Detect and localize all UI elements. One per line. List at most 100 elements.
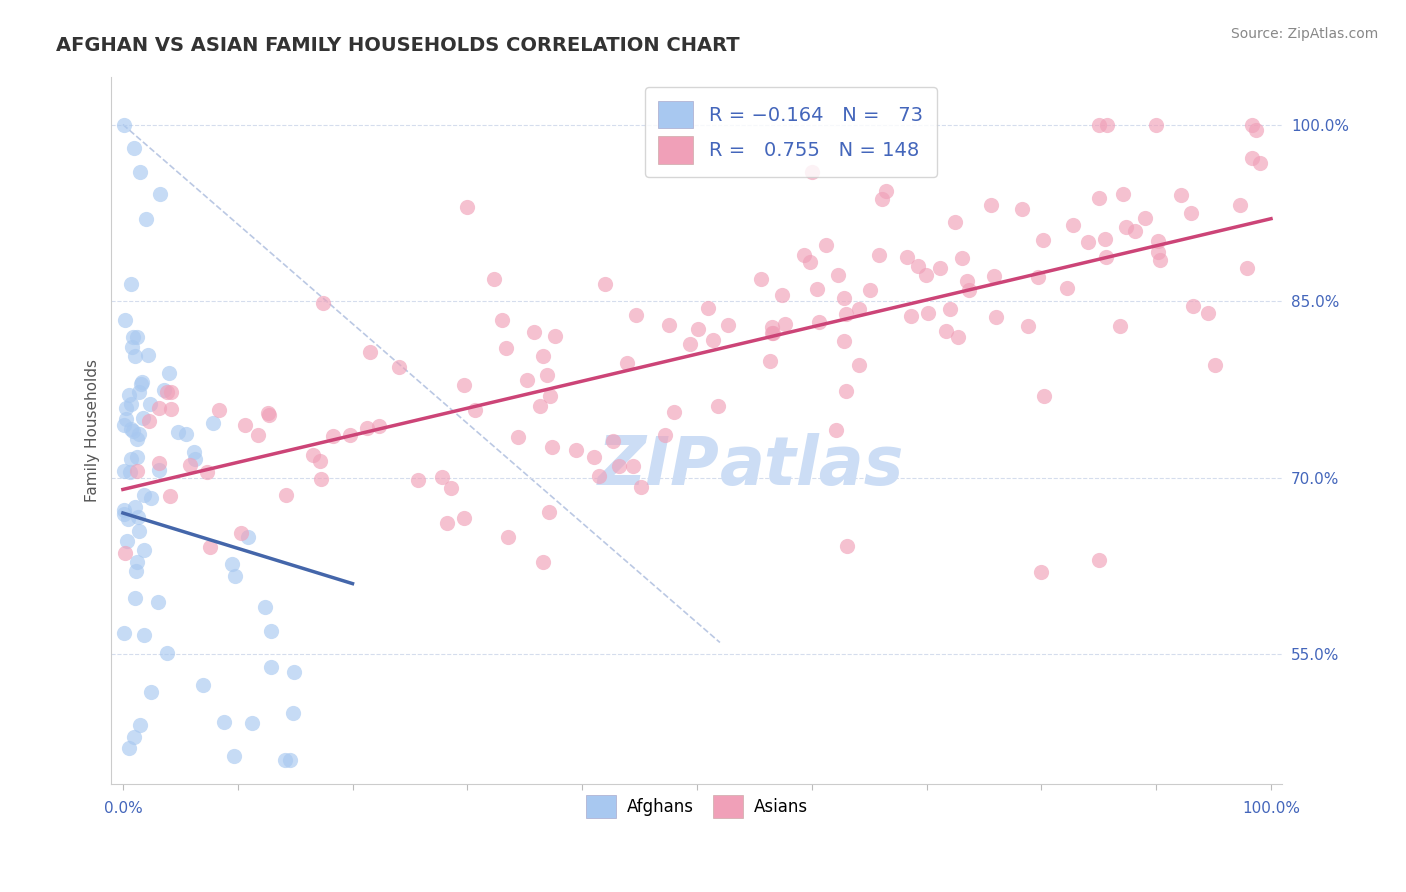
Point <box>544 329 567 343</box>
Point <box>112 464 135 478</box>
Point <box>117 512 139 526</box>
Point <box>1031 565 1053 579</box>
Point <box>679 336 702 351</box>
Point <box>311 471 333 485</box>
Text: AFGHAN VS ASIAN FAMILY HOUSEHOLDS CORRELATION CHART: AFGHAN VS ASIAN FAMILY HOUSEHOLDS CORREL… <box>56 36 740 54</box>
Point <box>129 164 152 178</box>
Point <box>120 451 142 466</box>
Point <box>565 443 588 458</box>
Point <box>128 385 150 400</box>
Point <box>540 440 562 454</box>
Point <box>1241 118 1264 132</box>
Point <box>939 302 962 317</box>
Point <box>827 268 849 283</box>
Point <box>825 423 848 437</box>
Point <box>832 291 855 305</box>
Point <box>621 458 644 473</box>
Point <box>770 288 793 302</box>
Point <box>943 215 966 229</box>
Point <box>832 334 855 349</box>
Point <box>793 247 815 261</box>
Point <box>491 312 513 326</box>
Point <box>531 349 554 363</box>
Point <box>453 378 475 392</box>
Point <box>983 269 1005 284</box>
Point <box>139 685 162 699</box>
Point <box>495 341 517 355</box>
Point <box>254 600 277 615</box>
Point <box>260 659 283 673</box>
Point <box>1182 299 1205 313</box>
Point <box>456 200 478 214</box>
Point <box>1180 206 1202 220</box>
Point <box>124 500 146 514</box>
Point <box>131 376 153 390</box>
Point <box>537 505 560 519</box>
Text: Source: ZipAtlas.com: Source: ZipAtlas.com <box>1230 27 1378 41</box>
Point <box>1204 358 1226 372</box>
Point <box>616 356 638 370</box>
Point <box>875 184 897 198</box>
Point <box>124 591 146 605</box>
Point <box>312 296 335 310</box>
Point <box>127 556 149 570</box>
Point <box>124 730 146 744</box>
Point <box>957 283 980 297</box>
Point <box>122 330 145 344</box>
Point <box>453 510 475 524</box>
Point <box>1017 318 1039 333</box>
Point <box>1198 306 1220 320</box>
Point <box>658 318 681 332</box>
Point <box>118 465 141 479</box>
Point <box>280 753 302 767</box>
Point <box>523 325 546 339</box>
Point <box>1109 319 1132 334</box>
Point <box>131 411 153 425</box>
Point <box>986 310 1008 324</box>
Point <box>221 557 243 571</box>
Point <box>1032 233 1054 247</box>
Point <box>125 330 148 344</box>
Point <box>118 388 141 402</box>
Point <box>153 383 176 397</box>
Point <box>112 508 135 522</box>
Point <box>195 465 218 479</box>
Point <box>208 403 231 417</box>
Point <box>1011 202 1033 216</box>
Point <box>240 716 263 731</box>
Point <box>128 524 150 539</box>
Point <box>388 359 411 374</box>
Point <box>139 491 162 505</box>
Point <box>1236 260 1258 275</box>
Point <box>835 539 858 553</box>
Point <box>948 330 970 344</box>
Point <box>758 354 780 368</box>
Text: 0.0%: 0.0% <box>104 801 142 816</box>
Point <box>274 488 297 502</box>
Point <box>1095 118 1118 132</box>
Point <box>148 456 170 470</box>
Point <box>1087 118 1109 132</box>
Point <box>531 555 554 569</box>
Point <box>1033 389 1056 403</box>
Point <box>247 427 270 442</box>
Point <box>536 368 558 383</box>
Text: atlas: atlas <box>720 433 904 499</box>
Point <box>935 324 957 338</box>
Point <box>800 164 823 178</box>
Point <box>114 401 136 415</box>
Point <box>929 260 952 275</box>
Point <box>1062 218 1084 232</box>
Point <box>125 564 148 578</box>
Point <box>256 406 278 420</box>
Point <box>482 272 505 286</box>
Point <box>112 503 135 517</box>
Y-axis label: Family Households: Family Households <box>86 359 100 502</box>
Point <box>799 255 821 269</box>
Point <box>160 401 183 416</box>
Point <box>814 238 837 252</box>
Point <box>717 318 740 332</box>
Point <box>120 397 142 411</box>
Point <box>624 308 647 322</box>
Point <box>146 595 169 609</box>
